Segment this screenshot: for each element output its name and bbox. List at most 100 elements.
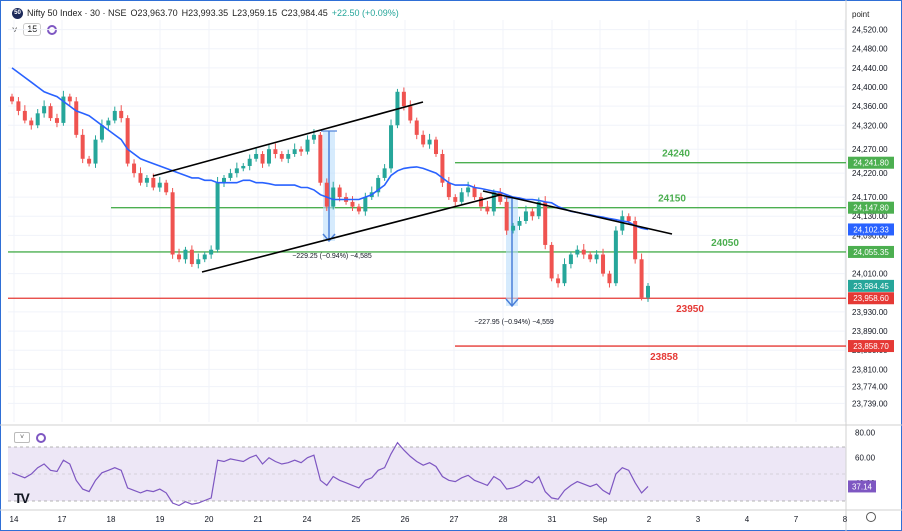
candle-body (157, 182, 162, 188)
candle-body (607, 273, 612, 284)
time-tick-label: 20 (205, 515, 214, 524)
price-scale-header: point (852, 10, 870, 19)
trendlines[interactable] (152, 101, 673, 273)
time-tick-label: 21 (254, 515, 263, 524)
time-axis[interactable]: 14 17 18 19 20 21 24 25 26 27 28 31 Sep 2 3 4 7 8 (10, 515, 848, 524)
candle-body (234, 168, 239, 174)
candle-body (318, 134, 323, 183)
candle-body (350, 201, 355, 207)
time-tick-label: 19 (156, 515, 165, 524)
channel-lower-trendline[interactable] (201, 194, 501, 273)
candle-body (427, 139, 432, 145)
candle-body (22, 110, 27, 121)
candle-body (61, 96, 66, 123)
price-badge-label: 23,984.45 (853, 282, 889, 291)
candle-body (183, 249, 188, 260)
time-tick-label: 4 (745, 515, 750, 524)
candle-body (125, 118, 130, 164)
level-label-23858: 23858 (650, 352, 678, 363)
channel-upper-trendline[interactable] (152, 101, 424, 177)
price-badge-label: 24,055.35 (853, 248, 889, 257)
time-tick-label: 18 (107, 515, 116, 524)
candle-body (613, 230, 618, 284)
rsi-controls: ˅ (14, 432, 46, 443)
price-tick-label: 24,440.00 (852, 64, 888, 73)
rsi-band (8, 447, 846, 501)
candle-body (498, 192, 503, 202)
candle-body (511, 225, 516, 231)
candle-body (54, 118, 59, 123)
candle-body (581, 249, 586, 255)
measure-label: −227.95 (−0.94%) −4,559 (474, 319, 554, 326)
time-tick-label: 7 (794, 515, 799, 524)
candle-body (478, 197, 483, 207)
candle-body (266, 149, 271, 164)
candle-body (434, 139, 438, 154)
change-value: +22.50 (+0.09%) (331, 8, 399, 18)
price-tick-label: 24,360.00 (852, 102, 888, 111)
candle-body (568, 254, 573, 265)
measure-label: −229.25 (−0.94%) −4,585 (292, 253, 372, 260)
time-tick-label: 28 (499, 515, 508, 524)
candle-body (549, 244, 554, 279)
horizontal-levels[interactable]: 24240 24150 24050 23950 23858 (8, 149, 846, 363)
price-tick-label: 24,170.00 (852, 193, 888, 202)
descending-trendline[interactable] (482, 190, 673, 235)
candle-body (504, 201, 509, 231)
price-tick-label: 23,774.00 (852, 383, 888, 392)
candle-body (35, 113, 40, 126)
chart-header: 50 Nifty 50 Index · 30 · NSE O23,963.70 … (12, 6, 399, 20)
candle-body (132, 163, 137, 174)
time-tick-label: 14 (10, 515, 19, 524)
settings-icon[interactable] (866, 512, 876, 522)
price-tick-label: 24,320.00 (852, 121, 888, 130)
price-badge (848, 245, 894, 258)
candle-body (389, 125, 394, 169)
candle-body (331, 187, 336, 207)
measure-tools[interactable]: −229.25 (−0.94%) −4,585 −227.95 (−0.94%) … (292, 130, 554, 326)
candle-body (292, 149, 297, 154)
candle-body (543, 201, 548, 245)
candle-body (337, 187, 342, 198)
level-label-24240: 24240 (662, 149, 690, 160)
candle-body (466, 187, 471, 193)
candle-body (376, 177, 381, 193)
time-tick-label: 17 (58, 515, 67, 524)
price-tick-label: 24,480.00 (852, 45, 888, 54)
time-tick-label: Sep (593, 515, 608, 524)
candle-body (523, 211, 528, 221)
candles (10, 87, 650, 302)
price-tick-label: 23,810.00 (852, 365, 888, 374)
price-badge (848, 279, 894, 292)
price-badge-label: 23,858.70 (853, 342, 889, 351)
candle-body (10, 96, 14, 102)
candle-body (196, 259, 201, 265)
price-tick-label: 23,890.00 (852, 327, 888, 336)
rsi-status-icon[interactable] (36, 432, 46, 443)
symbol-name[interactable]: Nifty 50 Index · 30 · NSE (27, 8, 127, 18)
time-tick-label: 2 (647, 515, 652, 524)
price-axis[interactable]: 24,520.00 24,480.00 24,440.00 24,400.00 24,3… (852, 26, 888, 409)
candle-body (324, 182, 329, 207)
candle-body (453, 197, 458, 202)
candle-body (588, 254, 593, 260)
candle-body (382, 168, 387, 178)
price-tick-label: 24,010.00 (852, 270, 888, 279)
candle-body (299, 149, 304, 152)
price-badge (848, 340, 894, 353)
candle-body (485, 206, 490, 212)
candle-body (106, 120, 111, 126)
low-value: L23,959.15 (232, 8, 278, 18)
price-badge (848, 201, 894, 214)
price-tick-label: 23,739.00 (852, 399, 888, 408)
rsi-badge-label: 37.14 (852, 482, 873, 491)
symbol-logo-icon: 50 (12, 7, 23, 19)
candle-body (556, 278, 561, 284)
candle-body (209, 249, 214, 255)
candle-body (74, 101, 79, 135)
candle-body (42, 106, 47, 114)
time-tick-label: 27 (450, 515, 459, 524)
rsi-collapse-button[interactable]: ˅ (14, 432, 30, 443)
